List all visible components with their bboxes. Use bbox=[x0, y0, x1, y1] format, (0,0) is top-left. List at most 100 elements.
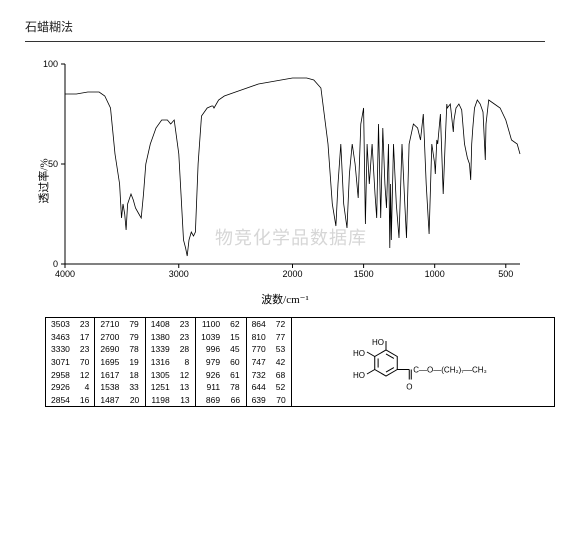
table-row: 153833 bbox=[95, 381, 144, 394]
table-row: 346317 bbox=[46, 331, 94, 344]
peak-cell: 979 bbox=[196, 356, 225, 369]
title-divider bbox=[25, 41, 545, 42]
table-row: 92661 bbox=[196, 369, 245, 382]
molecule-svg: HOHOHOOC—O—(CH₂)₇—CH₃ bbox=[341, 323, 506, 401]
peak-cell: 732 bbox=[246, 369, 271, 382]
peak-tables: 3503233463173330233071702958122926428541… bbox=[46, 318, 291, 406]
peak-cell: 644 bbox=[246, 381, 271, 394]
peak-cell: 79 bbox=[124, 331, 144, 344]
peak-cell: 2690 bbox=[95, 343, 124, 356]
table-row: 77053 bbox=[246, 343, 291, 356]
peak-cell: 60 bbox=[225, 356, 245, 369]
table-row: 64452 bbox=[246, 381, 291, 394]
peak-column: 2710792700792690781695191617181538331487… bbox=[94, 318, 144, 406]
svg-text:1500: 1500 bbox=[354, 269, 374, 279]
peak-cell: 1039 bbox=[196, 331, 225, 344]
peak-cell: 42 bbox=[271, 356, 291, 369]
table-row: 270079 bbox=[95, 331, 144, 344]
peak-cell: 747 bbox=[246, 356, 271, 369]
peak-cell: 45 bbox=[225, 343, 245, 356]
peak-cell: 77 bbox=[271, 331, 291, 344]
peak-cell: 864 bbox=[246, 318, 271, 331]
peak-cell: 78 bbox=[225, 381, 245, 394]
svg-text:HO: HO bbox=[372, 338, 384, 347]
table-row: 86966 bbox=[196, 394, 245, 407]
peak-cell: 68 bbox=[271, 369, 291, 382]
table-row: 99645 bbox=[196, 343, 245, 356]
svg-text:3000: 3000 bbox=[169, 269, 189, 279]
peak-cell: 28 bbox=[175, 343, 195, 356]
svg-text:O: O bbox=[406, 383, 412, 392]
peak-cell: 20 bbox=[124, 394, 144, 407]
peak-cell: 23 bbox=[175, 318, 195, 331]
table-row: 295812 bbox=[46, 369, 94, 382]
peak-cell: 639 bbox=[246, 394, 271, 407]
table-row: 169519 bbox=[95, 356, 144, 369]
peak-cell: 19 bbox=[124, 356, 144, 369]
peak-cell: 3463 bbox=[46, 331, 75, 344]
peak-cell: 911 bbox=[196, 381, 225, 394]
svg-text:4000: 4000 bbox=[55, 269, 75, 279]
peak-cell: 18 bbox=[124, 369, 144, 382]
table-row: 148720 bbox=[95, 394, 144, 407]
peak-cell: 17 bbox=[75, 331, 94, 344]
peak-cell: 61 bbox=[225, 369, 245, 382]
peak-cell: 4 bbox=[75, 381, 94, 394]
peak-cell: 15 bbox=[225, 331, 245, 344]
table-row: 81077 bbox=[246, 331, 291, 344]
peak-cell: 13 bbox=[175, 381, 195, 394]
table-row: 271079 bbox=[95, 318, 144, 331]
peak-cell: 810 bbox=[246, 331, 271, 344]
peak-cell: 3071 bbox=[46, 356, 75, 369]
table-row: 63970 bbox=[246, 394, 291, 407]
peak-cell: 70 bbox=[75, 356, 94, 369]
table-row: 269078 bbox=[95, 343, 144, 356]
svg-text:500: 500 bbox=[498, 269, 513, 279]
peak-cell: 33 bbox=[124, 381, 144, 394]
peak-cell: 2710 bbox=[95, 318, 124, 331]
svg-text:100: 100 bbox=[43, 59, 58, 69]
table-row: 73268 bbox=[246, 369, 291, 382]
table-row: 119813 bbox=[145, 394, 194, 407]
peak-cell: 79 bbox=[124, 318, 144, 331]
peak-cell: 23 bbox=[75, 318, 94, 331]
table-row: 133928 bbox=[145, 343, 194, 356]
table-row: 91178 bbox=[196, 381, 245, 394]
peak-cell: 66 bbox=[225, 394, 245, 407]
peak-cell: 23 bbox=[175, 331, 195, 344]
peak-cell: 62 bbox=[225, 318, 245, 331]
peak-cell: 52 bbox=[271, 381, 291, 394]
peak-cell: 1198 bbox=[145, 394, 174, 407]
table-row: 285416 bbox=[46, 394, 94, 407]
table-row: 333023 bbox=[46, 343, 94, 356]
peak-cell: 12 bbox=[175, 369, 195, 382]
peak-cell: 1251 bbox=[145, 381, 174, 394]
peak-cell: 78 bbox=[124, 343, 144, 356]
peak-cell: 2926 bbox=[46, 381, 75, 394]
table-row: 110062 bbox=[196, 318, 245, 331]
peak-column: 3503233463173330233071702958122926428541… bbox=[46, 318, 94, 406]
svg-text:HO: HO bbox=[353, 371, 365, 380]
table-row: 307170 bbox=[46, 356, 94, 369]
peak-column: 86472810777705374742732686445263970 bbox=[246, 318, 292, 406]
peak-cell: 8 bbox=[175, 356, 195, 369]
svg-text:1000: 1000 bbox=[425, 269, 445, 279]
peak-cell: 2700 bbox=[95, 331, 124, 344]
svg-text:2000: 2000 bbox=[282, 269, 302, 279]
table-row: 350323 bbox=[46, 318, 94, 331]
svg-text:C—O—(CH₂)₇—CH₃: C—O—(CH₂)₇—CH₃ bbox=[413, 366, 487, 375]
table-row: 29264 bbox=[46, 381, 94, 394]
peak-column: 1408231380231339281316813051212511311981… bbox=[145, 318, 195, 406]
peak-cell: 12 bbox=[75, 369, 94, 382]
peak-cell: 869 bbox=[196, 394, 225, 407]
peak-cell: 3330 bbox=[46, 343, 75, 356]
molecule-cell: HOHOHOOC—O—(CH₂)₇—CH₃ bbox=[291, 318, 554, 406]
peak-cell: 1316 bbox=[145, 356, 174, 369]
peak-cell: 3503 bbox=[46, 318, 75, 331]
peak-cell: 1538 bbox=[95, 381, 124, 394]
table-row: 13168 bbox=[145, 356, 194, 369]
peak-cell: 53 bbox=[271, 343, 291, 356]
table-row: 74742 bbox=[246, 356, 291, 369]
table-row: 97960 bbox=[196, 356, 245, 369]
peak-cell: 926 bbox=[196, 369, 225, 382]
